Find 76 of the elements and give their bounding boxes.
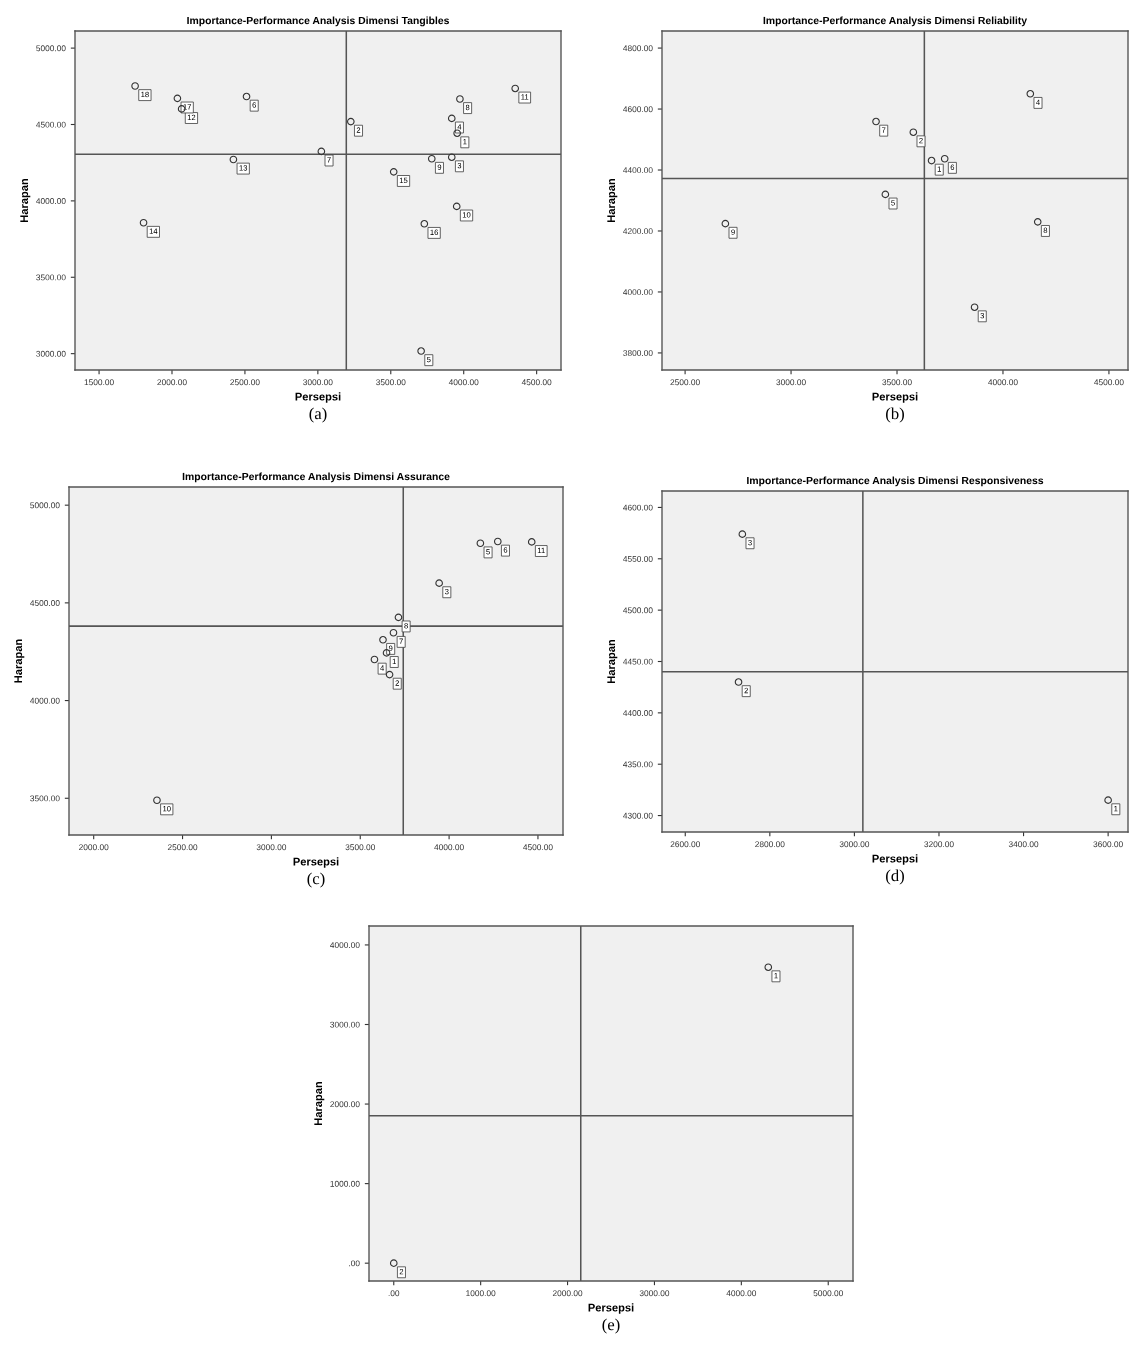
y-axis-title: Harapan [607,178,618,222]
x-axis-title: Persepsi [872,854,918,865]
chart-title: Importance-Performance Analysis Dimensi Tangibles [187,16,449,27]
y-tick-label: 3800.00 [623,350,653,357]
y-tick-label: 4000.00 [623,289,653,296]
x-axis-title: Persepsi [295,392,341,403]
x-tick-label: 3500.00 [376,379,406,386]
x-tick-label: 3000.00 [303,379,333,386]
x-tick-label: 3200.00 [924,841,954,848]
x-tick-label: 2000.00 [157,379,187,386]
x-tick-label: .00 [388,1290,400,1297]
y-axis-title: Harapan [20,178,31,222]
text: (a) [309,407,327,423]
chart-title: Importance-Performance Analysis Dimensi Reliability [763,16,1028,27]
y-tick-label: 4400.00 [623,167,653,174]
y-tick-label: 4450.00 [623,658,653,665]
x-tick-label: 4000.00 [988,379,1018,386]
x-tick-label: 2600.00 [670,841,700,848]
y-tick-label: 4600.00 [623,106,653,113]
x-tick-label: 1500.00 [84,379,114,386]
x-tick-label: 3000.00 [256,844,287,851]
y-tick-label: 4550.00 [623,555,653,562]
y-tick-label: 1000.00 [330,1180,360,1187]
y-tick-label: 3000.00 [330,1021,360,1028]
x-tick-label: 5000.00 [813,1290,843,1297]
x-axis-title: Persepsi [872,392,918,403]
chart-title: Importance-Performance Analysis Dimensi Responsiveness [747,476,1044,487]
y-tick-label: 3500.00 [30,795,60,802]
x-tick-label: 3400.00 [1008,841,1039,848]
x-tick-label: 3000.00 [839,841,870,848]
text: (e) [602,1318,620,1334]
x-tick-label: 4000.00 [448,379,479,386]
y-axis-title: Harapan [607,639,618,683]
text: (d) [886,869,904,885]
x-tick-label: 4000.00 [434,844,464,851]
y-tick-label: 4200.00 [623,228,653,235]
y-tick-label: 4300.00 [623,812,653,819]
chart-title: Importance-Performance Analysis Dimensi Assurance [182,472,450,483]
y-axis-title: Harapan [314,1081,325,1125]
x-tick-label: 2800.00 [755,841,785,848]
x-tick-label: 2000.00 [79,844,109,851]
x-tick-label: 4500.00 [1094,379,1124,386]
y-tick-label: 3500.00 [36,274,66,281]
text: (b) [886,407,904,423]
y-axis-title: Harapan [14,639,25,683]
y-tick-label: 5000.00 [36,45,66,52]
x-tick-label: 3500.00 [882,379,912,386]
x-tick-label: 3600.00 [1093,841,1123,848]
text: (c) [307,872,325,888]
x-tick-label: 2500.00 [670,379,700,386]
x-axis-title: Persepsi [588,1303,634,1314]
x-tick-label: 3500.00 [345,844,375,851]
x-axis-title: Persepsi [293,857,339,868]
x-tick-label: 1000.00 [466,1290,496,1297]
x-tick-label: 4500.00 [521,379,552,386]
y-tick-label: 4500.00 [30,600,60,606]
y-tick-label: 4500.00 [36,121,66,128]
x-tick-label: 3000.00 [776,379,806,386]
y-tick-label: 5000.00 [30,502,60,509]
y-tick-label: 4000.00 [36,198,66,204]
y-tick-label: .00 [349,1260,360,1267]
y-tick-label: 2000.00 [330,1101,360,1108]
x-tick-label: 4500.00 [523,844,553,851]
y-tick-label: 4350.00 [623,761,653,768]
x-tick-label: 3000.00 [639,1290,670,1297]
y-tick-label: 4000.00 [30,697,60,704]
x-tick-label: 2500.00 [167,844,198,851]
y-tick-label: 4600.00 [623,504,653,511]
x-tick-label: 4000.00 [726,1290,757,1297]
y-tick-label: 4500.00 [623,607,653,614]
x-tick-label: 2000.00 [552,1290,583,1297]
y-tick-label: 4800.00 [623,45,653,52]
y-tick-label: 4400.00 [623,710,653,716]
y-tick-label: 3000.00 [36,350,66,357]
y-tick-label: 4000.00 [330,942,360,949]
x-tick-label: 2500.00 [230,379,260,386]
